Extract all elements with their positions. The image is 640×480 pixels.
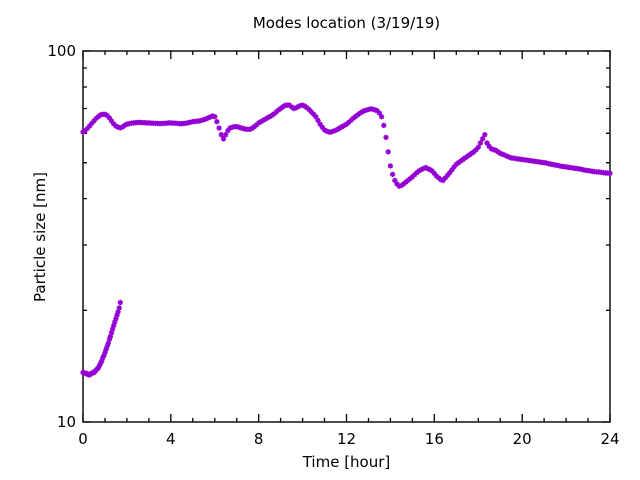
x-tick-label: 16	[425, 430, 444, 448]
y-major-ticks	[83, 50, 610, 423]
x-tick-label: 20	[513, 430, 532, 448]
y-axis-label: Particle size [nm]	[31, 172, 49, 302]
x-tick-label: 8	[254, 430, 264, 448]
x-tick-label: 12	[337, 430, 356, 448]
series-main-mode-points	[80, 102, 613, 189]
series-lower-mode-points	[80, 299, 123, 378]
data-series-group	[80, 102, 613, 378]
y-tick-labels: 10 100	[47, 42, 76, 431]
x-tick-label: 0	[78, 430, 88, 448]
plot-frame	[82, 50, 611, 423]
x-minor-ticks	[104, 51, 589, 422]
x-tick-label: 4	[166, 430, 176, 448]
x-tick-labels: 0 4 8 12 16 20 24	[78, 430, 619, 448]
x-major-ticks	[82, 51, 611, 422]
x-tick-label: 24	[600, 430, 619, 448]
chart-title: Modes location (3/19/19)	[253, 14, 440, 32]
y-tick-label: 100	[47, 42, 76, 60]
y-tick-label: 10	[57, 413, 76, 431]
y-minor-ticks	[83, 67, 610, 311]
x-axis-label: Time [hour]	[302, 453, 391, 471]
